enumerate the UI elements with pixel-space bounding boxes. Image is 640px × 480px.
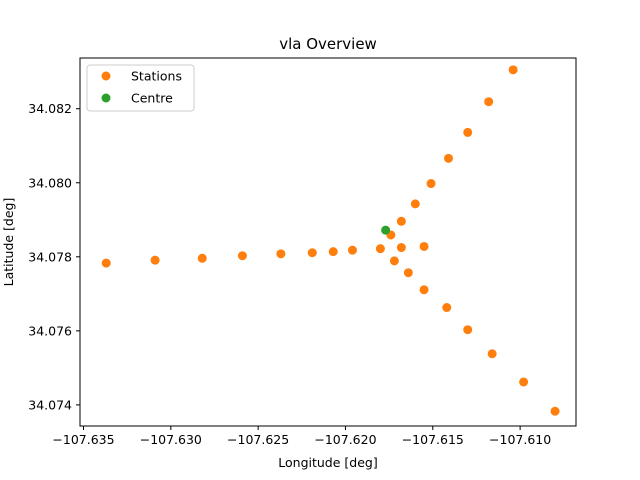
x-tick-label-2: −107.625 [227, 432, 289, 447]
stations-point-2 [197, 253, 207, 263]
stations-point-11 [410, 199, 420, 209]
stations-point-6 [328, 247, 338, 257]
points-layer [101, 65, 560, 416]
centre-point-0 [381, 225, 391, 235]
stations-point-5 [307, 248, 317, 258]
stations-point-18 [389, 256, 399, 266]
legend-box [86, 64, 195, 112]
legend: Stations Centre [86, 64, 195, 112]
y-axis-label: Latitude [deg] [1, 198, 16, 287]
x-tick-label-3: −107.620 [314, 432, 376, 447]
y-tick-label-2: 34.078 [28, 249, 72, 264]
stations-point-24 [519, 377, 529, 387]
stations-point-20 [419, 285, 429, 295]
stations-point-12 [426, 179, 436, 189]
x-tick-label-0: −107.635 [52, 432, 114, 447]
stations-point-3 [237, 251, 247, 261]
stations-point-26 [419, 241, 429, 251]
plot-frame [79, 57, 577, 427]
legend-label-stations: Stations [131, 69, 182, 84]
stations-point-13 [444, 153, 454, 163]
stations-point-15 [484, 97, 494, 107]
stations-point-8 [375, 244, 385, 254]
legend-label-centre: Centre [131, 91, 173, 106]
y-tick-label-3: 34.080 [28, 175, 72, 190]
stations-point-23 [487, 349, 497, 359]
y-tick-label-1: 34.076 [28, 323, 72, 338]
stations-point-4 [276, 249, 286, 259]
stations-point-21 [442, 303, 452, 313]
x-axis-label: Longitude [deg] [278, 455, 377, 470]
y-axis: 34.074 34.076 34.078 34.080 34.082 [28, 101, 80, 412]
stations-point-0 [101, 258, 111, 268]
stations-point-7 [347, 245, 357, 255]
stations-point-25 [550, 406, 560, 416]
legend-marker-centre [101, 93, 111, 103]
x-tick-label-1: −107.630 [140, 432, 202, 447]
stations-point-17 [396, 243, 406, 253]
y-tick-label-4: 34.082 [28, 101, 72, 116]
x-tick-label-4: −107.615 [402, 432, 464, 447]
x-axis: −107.635 −107.630 −107.625 −107.620 −107.615… [52, 426, 551, 447]
stations-point-22 [463, 325, 473, 335]
stations-point-16 [508, 65, 518, 75]
stations-point-19 [403, 268, 413, 278]
legend-marker-stations [101, 71, 111, 81]
stations-point-14 [463, 127, 473, 137]
y-tick-label-0: 34.074 [28, 397, 72, 412]
stations-point-10 [396, 216, 406, 226]
chart-title: vla Overview [279, 35, 377, 53]
x-tick-label-5: −107.610 [489, 432, 551, 447]
stations-point-1 [150, 255, 160, 265]
